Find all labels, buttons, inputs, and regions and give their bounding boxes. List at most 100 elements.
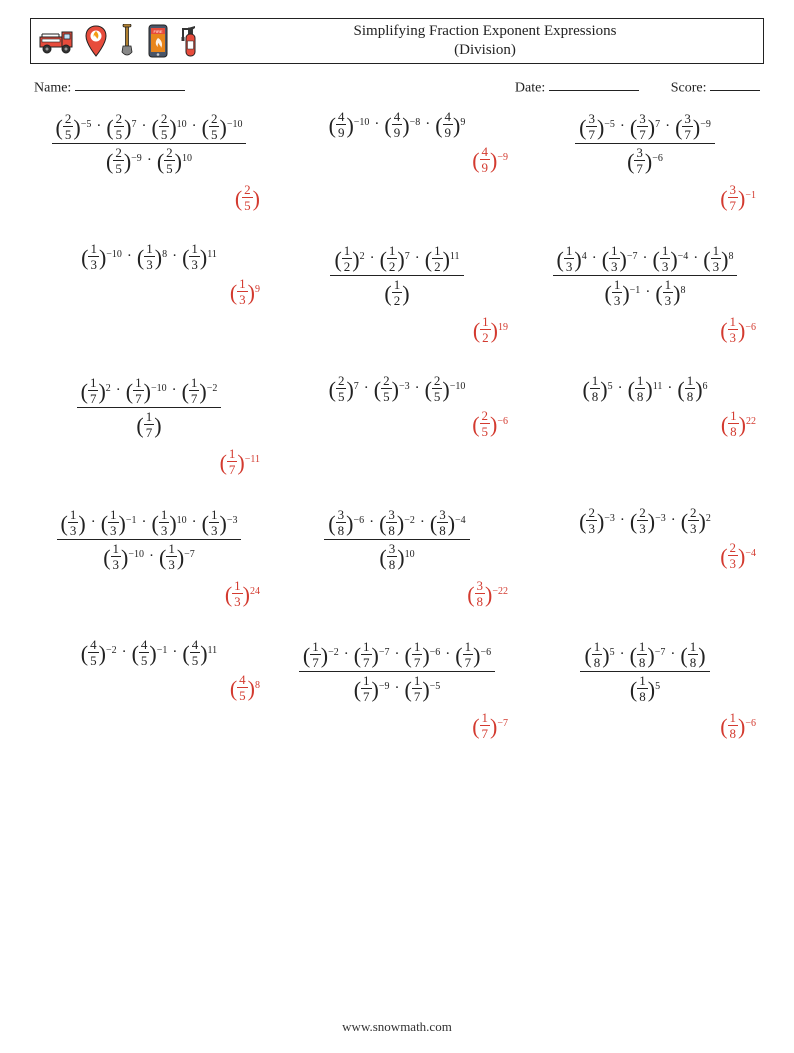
meta-row: Name: Date: Score:: [30, 78, 764, 96]
answer: (49)−9: [472, 145, 516, 174]
term: (13)−7: [159, 542, 195, 571]
term: (18)5: [584, 640, 614, 669]
problems-grid: (25)−5·(25)7·(25)10·(25)−10(25)−9·(25)10…: [30, 110, 764, 740]
fire-extinguisher-icon: [179, 24, 199, 58]
problem-cell: (12)2·(12)7·(12)11(12)(12)19: [278, 242, 516, 344]
problem-cell: (45)−2·(45)−1·(45)11(45)8: [30, 638, 268, 740]
term: (38)10: [379, 542, 414, 571]
term: (17)−6: [455, 640, 491, 669]
problem-cell: (25)−5·(25)7·(25)10·(25)−10(25)−9·(25)10…: [30, 110, 268, 212]
answer: (23)−4: [720, 541, 764, 570]
answer: (13)−6: [720, 315, 764, 344]
page-title: Simplifying Fraction Exponent Expression…: [207, 19, 763, 63]
term: (25)−9: [106, 146, 142, 175]
product-expression: (49)−10·(49)−8·(49)9: [329, 110, 466, 139]
term: (25)7: [329, 374, 359, 403]
answer: (25)−6: [472, 409, 516, 438]
problem-cell: (38)−6·(38)−2·(38)−4(38)10(38)−22: [278, 506, 516, 608]
division-expression: (37)−5·(37)7·(37)−9(37)−6: [575, 110, 715, 177]
term: (37)−1: [720, 183, 756, 212]
term: (13)8: [703, 244, 733, 273]
term: (13)24: [225, 579, 260, 608]
division-expression: (13)·(13)−1·(13)10·(13)−3(13)−10·(13)−7: [57, 506, 242, 573]
term: (25)7: [106, 112, 136, 141]
term: (25)10: [157, 146, 192, 175]
term: (13)10: [152, 508, 187, 537]
problem-cell: (49)−10·(49)−8·(49)9(49)−9: [278, 110, 516, 212]
term: (18)11: [628, 374, 663, 403]
answer: (17)−7: [472, 711, 516, 740]
problem-cell: (37)−5·(37)7·(37)−9(37)−6(37)−1: [526, 110, 764, 212]
term: (18)6: [677, 374, 707, 403]
term: (13)8: [137, 242, 167, 271]
term: (23)−3: [630, 506, 666, 535]
term: (25)−10: [202, 112, 243, 141]
term: (18)−7: [630, 640, 666, 669]
problem-cell: (18)5·(18)11·(18)6 (18)22: [526, 374, 764, 476]
problem-cell: (13)·(13)−1·(13)10·(13)−3(13)−10·(13)−7(…: [30, 506, 268, 608]
term: (12)2: [334, 244, 364, 273]
term: (13)4: [557, 244, 587, 273]
shovel-icon: [117, 24, 137, 58]
term: (13)8: [655, 278, 685, 307]
problem-cell: (23)−3·(23)−3·(23)2 (23)−4: [526, 506, 764, 608]
term: (38)−22: [467, 579, 508, 608]
term: (17)−9: [354, 674, 390, 703]
term: (13)−4: [653, 244, 689, 273]
term: (25)−10: [425, 374, 466, 403]
answer: (13)24: [225, 579, 268, 608]
term: (12)7: [380, 244, 410, 273]
term: (13)9: [230, 277, 260, 306]
division-expression: (18)5·(18)−7·(18)(18)5: [580, 638, 709, 705]
answer: (18)−6: [720, 711, 764, 740]
term: (18)5: [582, 374, 612, 403]
term: (37)−9: [675, 112, 711, 141]
division-expression: (13)4·(13)−7·(13)−4·(13)8(13)−1·(13)8: [553, 242, 738, 309]
problem-cell: (13)−10·(13)8·(13)11(13)9: [30, 242, 268, 344]
worksheet-page: FIRE Simplifying Fraction Exponent Expre…: [0, 0, 794, 1053]
problem-cell: (13)4·(13)−7·(13)−4·(13)8(13)−1·(13)8(13…: [526, 242, 764, 344]
term: (17)2: [81, 376, 111, 405]
term: (13): [61, 508, 86, 537]
term: (13)−10: [81, 242, 122, 271]
term: (17)−10: [126, 376, 167, 405]
term: (25)−3: [374, 374, 410, 403]
product-expression: (25)7·(25)−3·(25)−10: [329, 374, 466, 403]
division-expression: (17)2·(17)−10·(17)−2(17): [77, 374, 222, 441]
term: (37)7: [630, 112, 660, 141]
term: (13)11: [182, 242, 217, 271]
header-icons: FIRE: [31, 19, 207, 63]
division-expression: (25)−5·(25)7·(25)10·(25)−10(25)−9·(25)10: [52, 110, 247, 177]
term: (49)9: [435, 110, 465, 139]
name-field: Name:: [34, 78, 515, 96]
term: (37)−6: [627, 146, 663, 175]
term: (18): [680, 640, 705, 669]
term: (38)−6: [328, 508, 364, 537]
footer: www.snowmath.com: [0, 1019, 794, 1035]
problem-cell: (18)5·(18)−7·(18)(18)5(18)−6: [526, 638, 764, 740]
title-line-1: Simplifying Fraction Exponent Expression…: [354, 23, 617, 39]
product-expression: (23)−3·(23)−3·(23)2: [579, 506, 711, 535]
division-expression: (12)2·(12)7·(12)11(12): [330, 242, 463, 309]
answer: (38)−22: [467, 579, 516, 608]
term: (18)22: [721, 409, 756, 438]
term: (38)−4: [430, 508, 466, 537]
term: (13)−6: [720, 315, 756, 344]
term: (17)−7: [354, 640, 390, 669]
svg-text:FIRE: FIRE: [153, 29, 162, 34]
term: (17): [136, 410, 161, 439]
term: (12)19: [473, 315, 508, 344]
term: (45)11: [182, 638, 217, 667]
term: (23)−4: [720, 541, 756, 570]
product-expression: (45)−2·(45)−1·(45)11: [81, 638, 217, 667]
term: (17)−6: [405, 640, 441, 669]
answer: (17)−11: [220, 447, 268, 476]
term: (25): [235, 183, 260, 212]
term: (23)2: [681, 506, 711, 535]
map-pin-fire-icon: [85, 25, 107, 57]
product-expression: (18)5·(18)11·(18)6: [582, 374, 707, 403]
term: (49)−9: [472, 145, 508, 174]
term: (12): [384, 278, 409, 307]
term: (45)−2: [81, 638, 117, 667]
term: (12)11: [425, 244, 460, 273]
